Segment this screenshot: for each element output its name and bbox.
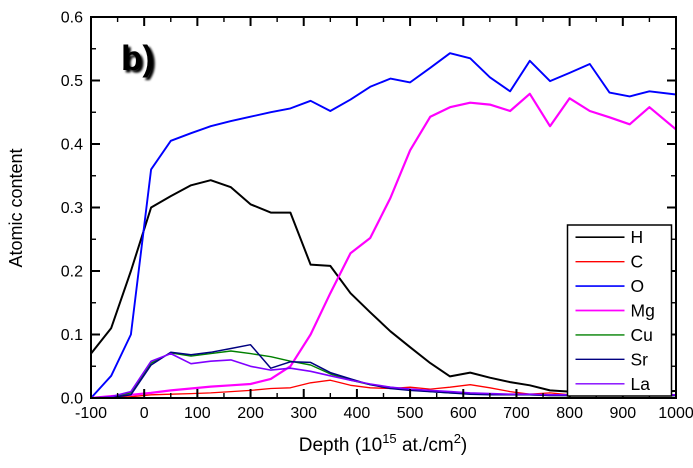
series-line-O [91,52,676,398]
x-tick-label-700: 700 [503,405,530,422]
legend-item-Mg: Mg [575,301,655,321]
legend-item-O: O [575,276,645,296]
x-tick-label--100: -100 [75,405,107,422]
x-axis-title: Depth (1015 at./cm2) [299,431,468,456]
y-axis-title: Atomic content [6,148,26,267]
y-tick-label-0.4: 0.4 [61,137,83,154]
legend-label-Mg: Mg [631,301,655,321]
legend-label-Sr: Sr [631,349,649,369]
y-tick-label-0.2: 0.2 [61,264,83,281]
x-tick-label-400: 400 [344,405,371,422]
panel-label: b) [121,39,154,78]
y-tick-label-0.0: 0.0 [61,391,83,408]
x-tick-label-800: 800 [556,405,583,422]
y-tick-label-0.5: 0.5 [61,73,83,90]
x-tick-labels: -100 0 100 200 300 400 500 600 700 800 900 1000 [75,405,693,422]
y-tick-labels: 0.0 0.1 0.2 0.3 0.4 0.5 0.6 [61,10,83,408]
legend-item-La: La [575,374,651,394]
x-tick-label-500: 500 [397,405,424,422]
legend-item-H: H [575,227,644,247]
x-tick-label-0: 0 [140,405,149,422]
x-tick-label-300: 300 [290,405,317,422]
plot-frame [90,16,677,399]
x-tick-label-200: 200 [237,405,264,422]
legend-label-C: C [631,252,644,272]
legend: HCO Mg Cu Sr La [566,224,673,397]
legend-item-Cu: Cu [575,325,653,345]
legend-label-O: O [631,276,645,296]
legend-item-C: C [575,252,644,272]
y-tick-label-0.6: 0.6 [61,10,83,27]
series-line-Mg [91,92,676,398]
x-tick-label-600: 600 [450,405,477,422]
legend-label-H: H [631,227,644,247]
x-tick-label-1000: 1000 [658,405,693,422]
panel-label-shadow: b) [124,42,157,81]
x-tick-label-100: 100 [184,405,211,422]
legend-label-La: La [631,374,651,394]
y-tick-label-0.1: 0.1 [61,327,83,344]
x-tick-label-900: 900 [609,405,636,422]
y-tick-label-0.3: 0.3 [61,200,83,217]
legend-item-Sr: Sr [575,349,649,369]
legend-label-Cu: Cu [631,325,653,345]
